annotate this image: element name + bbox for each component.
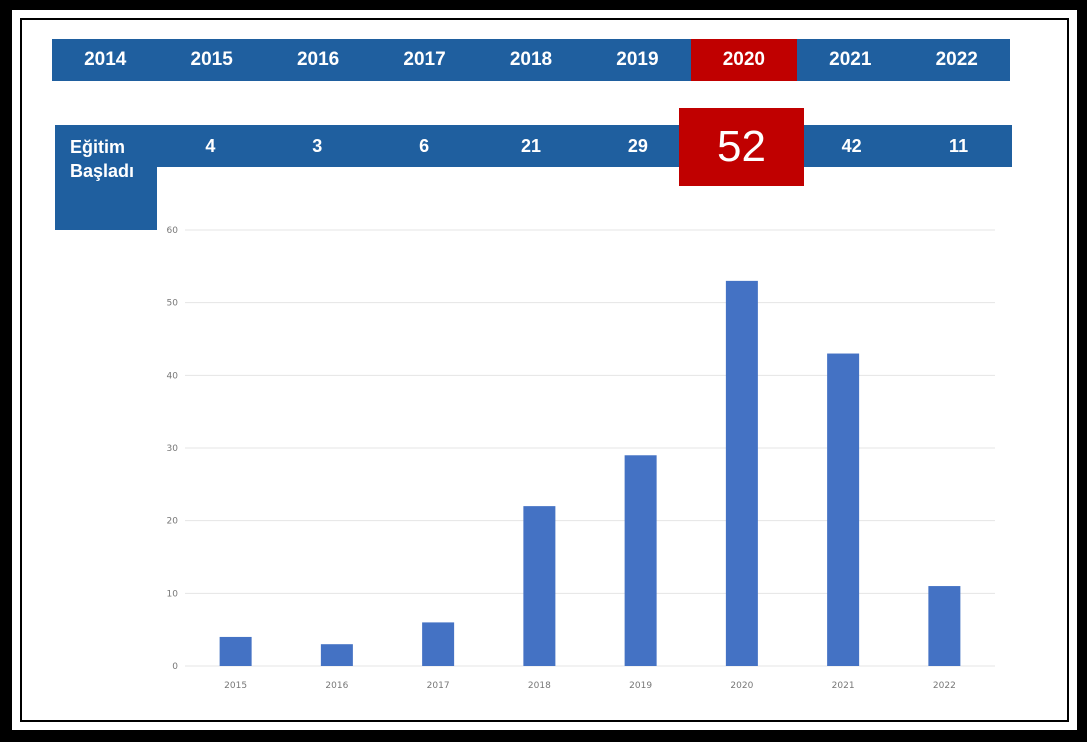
count-cell-2017: 6 — [419, 135, 430, 156]
count-cell-2022: 11 — [949, 135, 969, 156]
x-tick-label-2022: 2022 — [933, 681, 956, 691]
y-tick-label: 30 — [167, 444, 179, 454]
year-cell-2014: 2014 — [84, 49, 127, 70]
y-tick-label: 0 — [172, 662, 178, 672]
bar-2022 — [928, 586, 961, 666]
y-tick-label: 10 — [167, 589, 179, 599]
year-cell-2021: 2021 — [829, 49, 872, 70]
count-cell-2016: 3 — [312, 135, 323, 156]
count-cell-2021: 42 — [841, 135, 862, 156]
year-cell-2016: 2016 — [296, 49, 340, 70]
count-bar: 4 3 6 21 29 42 11 — [157, 125, 1012, 167]
bar-2019 — [624, 455, 657, 666]
bar-2017 — [422, 622, 455, 666]
y-tick-label: 60 — [167, 226, 179, 236]
year-cell-2019: 2019 — [616, 49, 659, 70]
year-header-bar: 2014 2015 2016 2017 2018 2019 2020 2021 … — [52, 39, 1010, 81]
row-label: Eğitim Başladı — [55, 125, 157, 230]
highlight-count-box: 52 — [679, 108, 804, 186]
count-cell-2019: 29 — [627, 135, 648, 156]
x-tick-label-2016: 2016 — [325, 681, 348, 691]
x-tick-label-2019: 2019 — [629, 681, 652, 691]
bar-2021 — [827, 353, 860, 666]
year-cell-2017: 2017 — [403, 49, 446, 70]
x-tick-label-2021: 2021 — [832, 681, 855, 691]
year-cell-2018: 2018 — [509, 49, 553, 70]
bar-2020 — [725, 280, 758, 666]
bar-2018 — [523, 506, 556, 666]
y-tick-label: 50 — [167, 299, 179, 309]
count-cell-2018: 21 — [521, 135, 542, 156]
bar-2015 — [219, 636, 252, 666]
year-cell-2015: 2015 — [190, 49, 233, 70]
bar-chart: 0 10 20 30 40 50 60 2015 2016 2017 2018 2019 2020 202… — [167, 226, 995, 691]
count-cell-2015: 4 — [205, 135, 216, 156]
year-cell-2022: 2022 — [935, 49, 978, 70]
x-tick-label-2015: 2015 — [224, 681, 247, 691]
x-tick-label-2020: 2020 — [730, 681, 753, 691]
x-tick-label-2018: 2018 — [528, 681, 551, 691]
x-tick-label-2017: 2017 — [427, 681, 450, 691]
y-tick-label: 40 — [167, 371, 179, 381]
row-label-line2: Başladı — [70, 161, 135, 181]
year-cell-2020-highlighted: 2020 — [690, 39, 798, 81]
row-label-line1: Eğitim — [70, 137, 126, 157]
y-tick-label: 20 — [167, 517, 179, 527]
bar-2016 — [320, 644, 353, 666]
